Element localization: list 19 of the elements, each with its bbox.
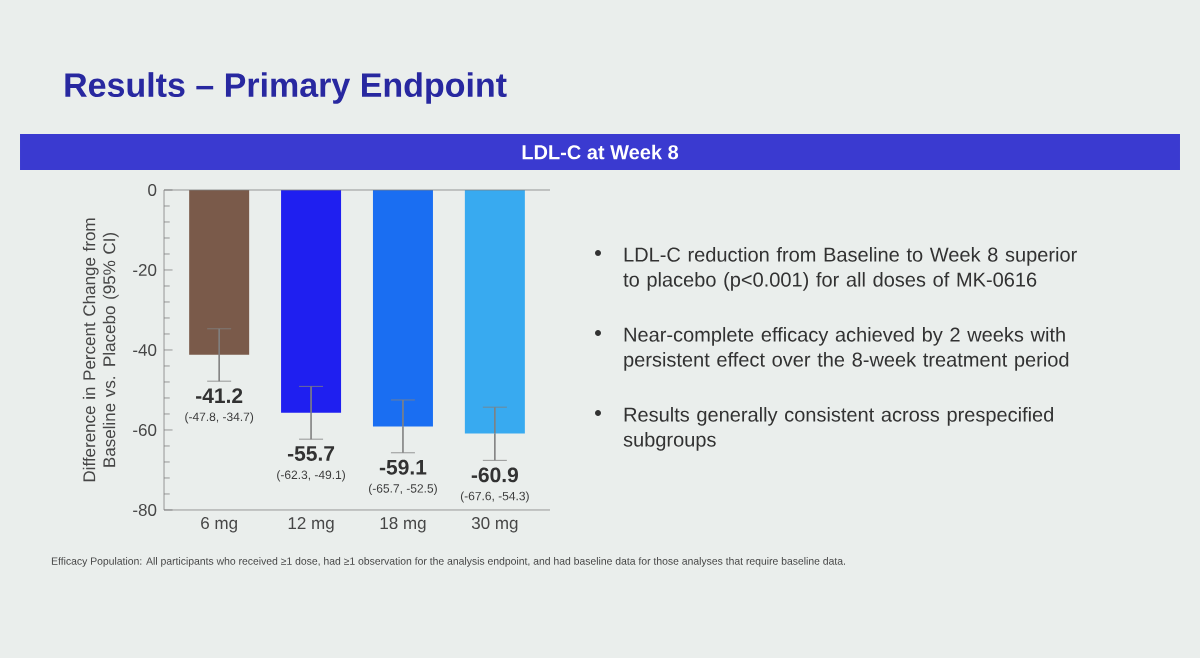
data-label: -59.1	[379, 459, 427, 475]
y-tick-label: -20	[133, 263, 157, 276]
x-tick-label: 30 mg	[471, 517, 518, 533]
data-label: -60.9	[471, 467, 518, 483]
chart-title: Results – Primary Endpoint	[65, 72, 507, 104]
data-label: -41.2	[196, 388, 243, 403]
data-label: -55.7	[287, 446, 335, 461]
y-tick-label: -80	[133, 503, 157, 516]
x-tick-label: 18 mg	[380, 517, 426, 533]
text: LDL-C at Week 8	[522, 144, 679, 160]
x-tick-label: 6 mg	[201, 517, 237, 533]
y-axis-title: Difference in Percent Change from Baseline vs. Placebo (95% CI)	[82, 218, 119, 482]
text: LDL-C reduction from Baseline to Week 8 superior to placebo (p<0.001) for all doses of MK-0616	[623, 247, 1077, 291]
x-tick-label: 12 mg	[288, 517, 334, 533]
y-tick-label: -40	[133, 343, 157, 356]
text: Results generally consistent across prespecified subgroups	[623, 407, 1054, 451]
text: Near-complete efficacy achieved by 2 weeks with persistent effect over the 8-week treatment period	[624, 327, 1069, 371]
y-tick-label: -60	[133, 423, 157, 436]
y-tick-label: 0	[148, 183, 157, 196]
